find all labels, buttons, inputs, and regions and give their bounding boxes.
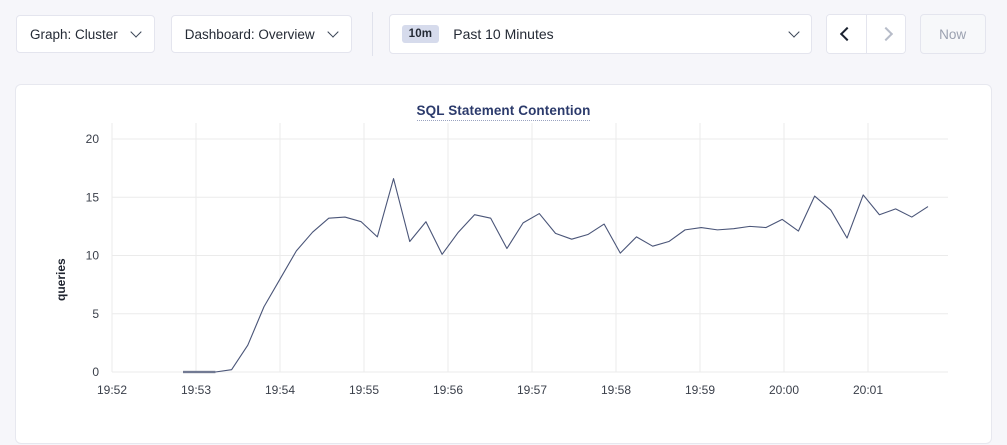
y-tick-label: 15 — [86, 190, 100, 204]
dashboard-overview-select-label: Dashboard: Overview — [184, 26, 315, 42]
y-tick-label: 5 — [92, 307, 99, 321]
series-line-queries — [183, 178, 929, 373]
chevron-down-icon — [790, 28, 799, 37]
dashboard-overview-select[interactable]: Dashboard: Overview — [170, 15, 352, 53]
time-next-button[interactable] — [865, 15, 905, 53]
time-nav-group — [825, 14, 906, 54]
x-tick-label: 20:01 — [853, 383, 883, 397]
chart-title: SQL Statement Contention — [16, 103, 991, 121]
x-tick-label: 20:00 — [769, 383, 799, 397]
time-range-select[interactable]: 10m Past 10 Minutes — [388, 14, 812, 54]
chevron-left-icon — [841, 29, 851, 39]
x-tick-label: 19:54 — [265, 383, 295, 397]
x-tick-label: 19:58 — [601, 383, 631, 397]
graph-cluster-select[interactable]: Graph: Cluster — [16, 15, 155, 53]
x-tick-label: 19:57 — [517, 383, 547, 397]
time-range-label: Past 10 Minutes — [453, 26, 554, 42]
y-tick-label: 20 — [86, 132, 100, 146]
y-tick-label: 10 — [86, 249, 100, 263]
x-tick-label: 19:56 — [433, 383, 463, 397]
chart-plot-area: queries 0 5 10 15 20 19:52 19:53 19:54 19:55 19:5… — [16, 85, 993, 445]
chart-title-text[interactable]: SQL Statement Contention — [416, 103, 591, 121]
time-prev-button[interactable] — [826, 15, 866, 53]
chart-card: SQL Statement Contention queries 0 5 10 15 2… — [15, 84, 992, 444]
chevron-down-icon — [132, 28, 141, 37]
chevron-down-icon — [329, 28, 338, 37]
toolbar-divider — [371, 12, 373, 56]
x-tick-label: 19:55 — [349, 383, 379, 397]
chevron-right-icon — [881, 29, 891, 39]
dashboard-toolbar: Graph: Cluster Dashboard: Overview 10m P… — [0, 0, 1007, 68]
graph-cluster-select-label: Graph: Cluster — [30, 26, 118, 42]
y-tick-label: 0 — [92, 365, 99, 379]
now-button[interactable]: Now — [919, 14, 986, 54]
x-tick-label: 19:53 — [181, 383, 211, 397]
time-range-badge: 10m — [401, 25, 440, 43]
x-tick-label: 19:59 — [685, 383, 715, 397]
line-chart-svg: 0 5 10 15 20 19:52 19:53 19:54 19:55 19:56 19:57 19… — [86, 123, 948, 397]
x-tick-label: 19:52 — [97, 383, 127, 397]
